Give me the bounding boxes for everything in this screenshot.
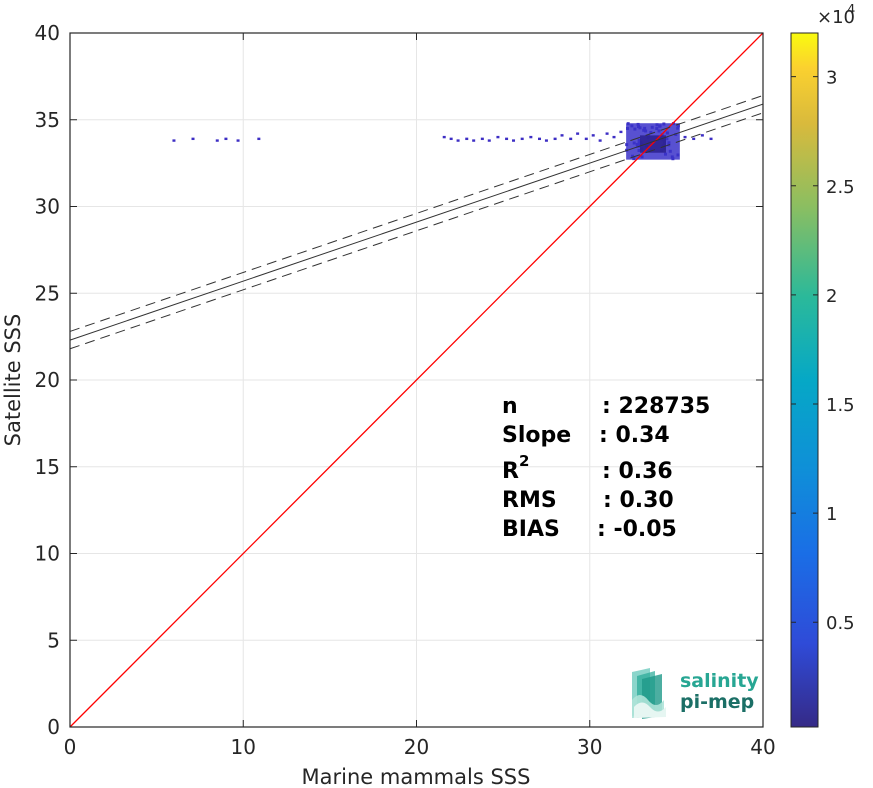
density-bin (257, 138, 260, 140)
density-bin (237, 139, 240, 141)
density-bin (216, 139, 219, 141)
stat-r2-superscript: 2 (519, 452, 529, 470)
density-bin (512, 139, 515, 141)
stats-box: n : 228735 Slope : 0.34 R 2 : 0.36 RMS :… (502, 394, 710, 542)
density-bin (465, 138, 468, 140)
density-bin (545, 139, 548, 141)
stat-r2-label: R (502, 459, 519, 484)
density-bin (701, 134, 704, 136)
x-tick-label: 0 (64, 735, 77, 759)
colorbar-exponent: 4 (847, 3, 855, 18)
density-bin (692, 138, 695, 140)
density-bin (606, 132, 609, 134)
density-bin (521, 138, 524, 140)
stat-slope-label: Slope (502, 423, 571, 448)
y-tick-label: 30 (35, 195, 60, 219)
stat-bias-label: BIAS (502, 517, 560, 542)
density-bin (554, 138, 557, 140)
density-bin (538, 138, 541, 140)
density-bin (172, 139, 175, 141)
density-bin (224, 138, 227, 140)
density-bin (613, 136, 616, 138)
density-bin (496, 136, 499, 138)
density-bin (561, 134, 564, 136)
y-tick-label: 20 (35, 368, 60, 392)
colorbar-tick-label: 0.5 (826, 613, 855, 634)
y-tick-label: 35 (35, 108, 60, 132)
density-bin (569, 138, 572, 140)
colorbar (791, 33, 818, 727)
stat-n-label: n (502, 394, 518, 419)
y-tick-label: 40 (35, 21, 60, 45)
x-tick-label: 20 (404, 735, 429, 759)
density-bin (192, 138, 195, 140)
density-bin (488, 139, 491, 141)
density-bin (710, 138, 713, 140)
x-axis-label: Marine mammals SSS (302, 765, 531, 788)
stat-rms-label: RMS (502, 488, 557, 513)
density-bin (619, 131, 622, 133)
y-tick-label: 0 (47, 715, 60, 739)
density-bin (505, 138, 508, 140)
stat-slope-value: : 0.34 (599, 423, 670, 448)
colorbar-tick-label: 2.5 (826, 177, 855, 198)
wave-logo-icon (632, 668, 666, 719)
stat-rms-value: : 0.30 (603, 488, 674, 513)
density-bins (172, 122, 712, 160)
y-axis-label: Satellite SSS (1, 314, 25, 447)
logo-text-salinity: salinity (680, 670, 759, 692)
density-bin (481, 138, 484, 140)
y-tick-label: 25 (35, 281, 60, 305)
colorbar-tick-label: 2 (826, 286, 837, 307)
stat-r2-value: : 0.36 (602, 459, 673, 484)
y-tick-label: 15 (35, 455, 60, 479)
salinity-pi-mep-logo: salinity pi-mep (632, 668, 759, 719)
y-tick-label: 5 (47, 628, 60, 652)
x-tick-label: 10 (231, 735, 256, 759)
colorbar-tick-label: 1 (826, 504, 837, 525)
density-bin (472, 139, 475, 141)
stat-bias-value: : -0.05 (597, 517, 677, 542)
y-tick-label: 10 (35, 542, 60, 566)
density-bin (529, 136, 532, 138)
x-tick-label: 30 (577, 735, 602, 759)
x-tick-label: 40 (750, 735, 775, 759)
logo-text-pi-mep: pi-mep (680, 691, 754, 713)
density-bin (443, 136, 446, 138)
density-bin (585, 138, 588, 140)
colorbar-tick-label: 3 (826, 68, 837, 89)
density-bin (599, 139, 602, 141)
colorbar-tick-label: 1.5 (826, 395, 855, 416)
density-bin (592, 134, 595, 136)
density-bin (576, 132, 579, 134)
density-bin (457, 139, 460, 141)
stat-n-value: : 228735 (602, 394, 710, 419)
density-bin (684, 136, 687, 138)
density-bin (450, 138, 453, 140)
